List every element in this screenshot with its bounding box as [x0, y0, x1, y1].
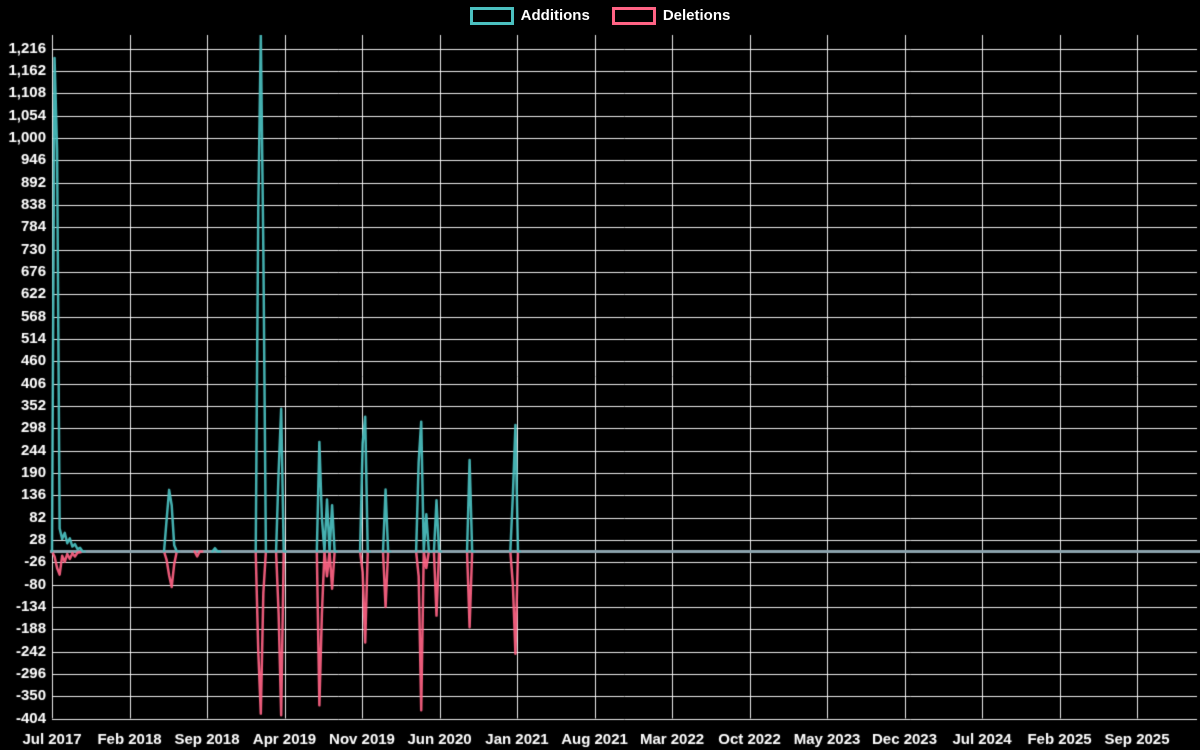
- legend-item-deletions[interactable]: Deletions: [611, 7, 731, 25]
- legend-item-additions[interactable]: Additions: [469, 7, 590, 25]
- deletions-swatch-icon: [611, 7, 656, 25]
- legend-label-additions: Additions: [520, 7, 590, 24]
- additions-swatch-icon: [469, 7, 514, 25]
- chart-legend: Additions Deletions: [0, 7, 1200, 25]
- legend-label-deletions: Deletions: [662, 7, 731, 24]
